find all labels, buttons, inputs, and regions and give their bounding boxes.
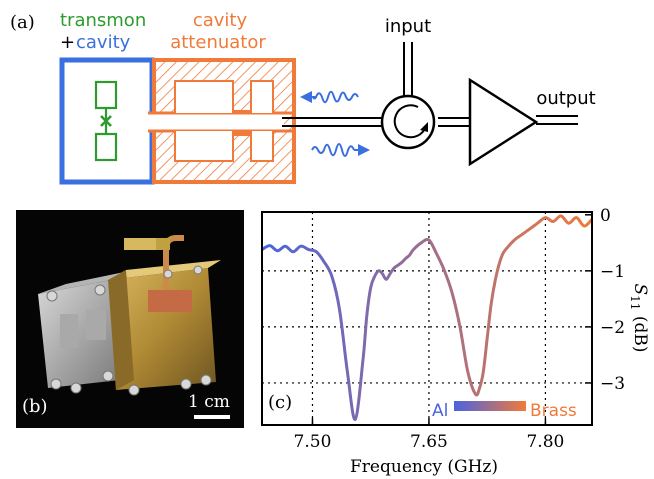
amplifier-icon (468, 77, 539, 167)
y-axis-label: S11 (dB) (628, 284, 650, 353)
x-tick-label: 7.65 (410, 432, 448, 452)
incoming-wave-icon (300, 90, 359, 104)
y-tick-label: 0 (600, 206, 611, 226)
plot-frame (261, 211, 593, 426)
panel-c: 7.50 7.65 7.80 0 −1 −2 −3 (c) Al Brass Frequen… (261, 206, 650, 477)
josephson-junction-icon (100, 115, 112, 127)
panel-c-label: (c) (268, 392, 292, 413)
outgoing-wave-icon (311, 143, 370, 157)
cavity-attenuator (59, 58, 296, 184)
y-axis-label-main: S (630, 284, 650, 296)
grid (262, 212, 592, 425)
attenuator-label-line1: cavity (193, 10, 248, 31)
panel-a-label: (a) (10, 12, 35, 33)
panel-b-label: (b) (22, 396, 48, 417)
scale-bar-label: 1 cm (188, 392, 230, 412)
x-axis-label: Frequency (GHz) (350, 457, 498, 477)
circulator-icon (380, 94, 436, 150)
legend-gradient-bar (454, 401, 526, 411)
output-label: output (536, 88, 595, 109)
input-label: input (385, 16, 431, 37)
reflection-spectrum-line (261, 214, 594, 421)
transmon-cavity (59, 57, 155, 185)
scale-bar (194, 415, 230, 419)
legend-al-label: Al (432, 401, 448, 421)
plus-label: + (60, 32, 75, 53)
axis-ticks: 7.50 7.65 7.80 0 −1 −2 −3 (294, 206, 626, 452)
y-axis-label-sub: 11 (628, 295, 642, 310)
panel-a: (a) transmon + cavity cavity attenuator (10, 10, 596, 185)
x-tick-label: 7.80 (526, 432, 564, 452)
transmission-line (282, 42, 578, 127)
x-tick-label: 7.50 (294, 432, 332, 452)
series (261, 214, 594, 421)
device-photo: (b) 1 cm (16, 210, 244, 428)
attenuator-label-line2: attenuator (170, 32, 266, 53)
y-axis-label-unit: (dB) (630, 310, 650, 352)
legend: Al Brass (432, 401, 577, 421)
legend-brass-label: Brass (530, 401, 577, 421)
transmon-label: transmon (60, 10, 146, 31)
y-tick-label: −1 (600, 262, 625, 282)
y-tick-label: −3 (600, 374, 625, 394)
y-tick-label: −2 (600, 318, 625, 338)
cavity-label: cavity (76, 32, 131, 53)
